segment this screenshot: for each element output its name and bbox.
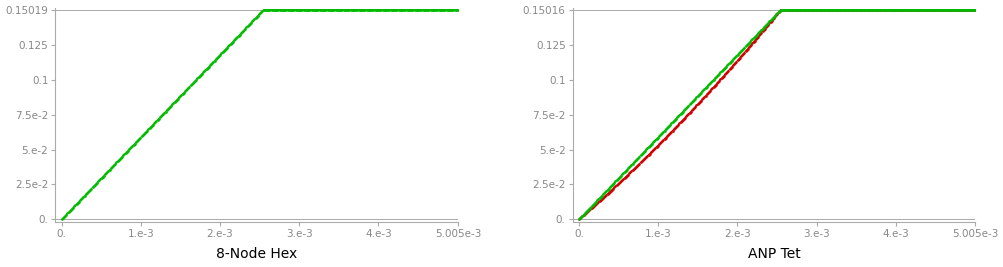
X-axis label: 8-Node Hex: 8-Node Hex [216, 248, 297, 261]
X-axis label: ANP Tet: ANP Tet [747, 248, 799, 261]
